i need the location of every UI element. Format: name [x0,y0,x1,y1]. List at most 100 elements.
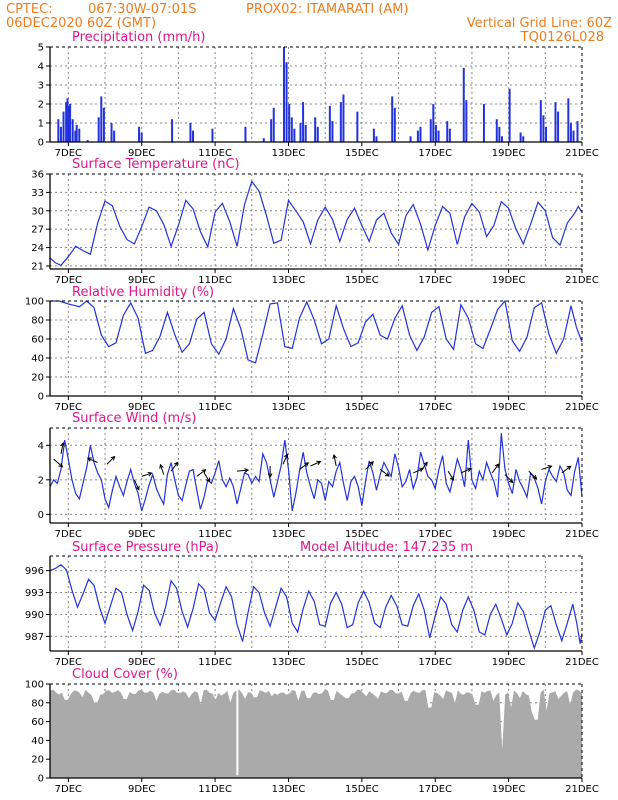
precipitation-bar [293,128,296,142]
x-tick-label: 7DEC [55,402,82,413]
x-tick-label: 9DEC [128,657,155,668]
x-tick-label: 13DEC [272,784,306,795]
y-tick-label: 27 [31,225,44,236]
x-tick-label: 7DEC [55,529,82,540]
header-org: CPTEC: [6,2,53,17]
precipitation-bar [302,102,305,142]
precipitation-bar [138,126,141,142]
wind-arrow [491,463,500,474]
cloud-cover-title: Cloud Cover (%) [72,667,178,682]
pressure-model-altitude: Model Altitude: 147.235 m [300,540,473,555]
wind-arrow [203,472,211,482]
precipitation-bar [342,94,345,142]
wind-arrow [282,454,288,465]
y-tick-label: 20 [31,373,44,384]
precipitation-bar [62,111,65,142]
wind-arrow-head [244,468,250,473]
precipitation-bar [375,136,378,142]
wind-arrow [460,468,472,474]
panel-wind: Surface Wind (m/s) 0 2 4 7DEC 9DEC 11DEC 13DEC… [38,411,599,540]
wind-arrow-head [86,457,92,462]
y-tick-label: 987 [25,632,44,643]
wind-arrow-head [135,485,140,491]
precipitation-bar [465,100,468,142]
x-tick-label: 21DEC [565,529,599,540]
x-tick-label: 19DEC [492,657,526,668]
precipitation-bar [74,130,77,142]
x-tick-label: 21DEC [565,148,599,159]
wind-arrow [133,479,140,490]
y-tick-label: 2 [38,100,44,111]
precipitation-bar [569,123,572,142]
wind-arrow-head [267,473,273,479]
wind-arrow-head [201,469,207,474]
precipitation-bar [262,138,265,142]
precipitation-bar [192,130,195,142]
y-tick-label: 4 [38,441,44,452]
wind-arrow-head [532,474,538,480]
precipitation-bar [429,119,432,142]
x-tick-label: 19DEC [492,402,526,413]
x-tick-label: 21DEC [565,275,599,286]
wind-arrow [310,461,321,467]
precipitation-bar [462,67,465,142]
wind-arrow-head [547,464,553,470]
precipitation-bar [572,130,575,142]
wind-arrow-head [110,455,116,461]
y-tick-label: 33 [31,188,44,199]
wind-arrow [237,469,249,472]
y-tick-label: 60 [31,335,44,346]
header-date: 06DEC2020 60Z (GMT) [6,16,156,31]
cloud-cover-gap [236,684,239,778]
precipitation-bar [65,102,68,142]
y-tick-label: 30 [31,206,44,217]
wind-arrow-head [508,478,514,484]
precipitation-bar [557,111,560,142]
precipitation-bar [75,124,78,142]
x-tick-label: 9DEC [128,529,155,540]
precipitation-bar [519,132,522,142]
y-tick-label: 24 [31,243,44,254]
x-tick-label: 21DEC [565,402,599,413]
wind-arrow [333,454,337,467]
wind-arrow [528,470,537,480]
wind-arrow-head [304,462,310,467]
x-tick-label: 21DEC [565,784,599,795]
x-tick-label: 13DEC [272,529,306,540]
precipitation-bar [356,111,359,142]
wind-arrow-head [369,461,374,466]
temperature-title: Surface Temperature (nC) [72,157,240,172]
panel-cloud-cover: Cloud Cover (%) 0 20 40 60 80 100 7DEC 9DEC 11DE… [25,667,599,795]
precipitation-bar [299,123,302,142]
wind-arrow [106,456,115,465]
y-tick-label: 0 [38,138,44,149]
panel-humidity: Relative Humidity (%) 0 20 40 60 80 100 7DEC 9D… [25,285,599,413]
wind-arrow-head [316,460,322,466]
precipitation-bar [97,117,100,142]
cloud-cover-gap-fill [236,775,239,778]
x-tick-label: 17DEC [418,148,452,159]
wind-arrow [541,465,552,470]
y-tick-label: 0 [38,510,44,521]
y-tick-label: 2 [38,475,44,486]
x-tick-label: 11DEC [198,148,232,159]
precipitation-bar [211,128,214,142]
precipitation-bar [59,126,62,142]
precipitation-bar [331,121,334,142]
x-tick-label: 17DEC [418,529,452,540]
precipitation-bar [66,98,69,142]
precipitation-bar [304,124,307,142]
y-tick-label: 4 [38,62,44,73]
x-tick-label: 19DEC [492,529,526,540]
x-tick-label: 15DEC [345,784,379,795]
y-tick-label: 80 [31,698,44,709]
wind-arrow-head [494,463,500,469]
x-tick-label: 13DEC [272,275,306,286]
precipitation-bar [140,132,143,142]
wind-arrow-head [58,462,64,468]
y-tick-label: 100 [25,297,44,308]
y-tick-label: 996 [25,566,44,577]
y-tick-label: 21 [31,261,44,272]
precipitation-bar [482,104,485,142]
